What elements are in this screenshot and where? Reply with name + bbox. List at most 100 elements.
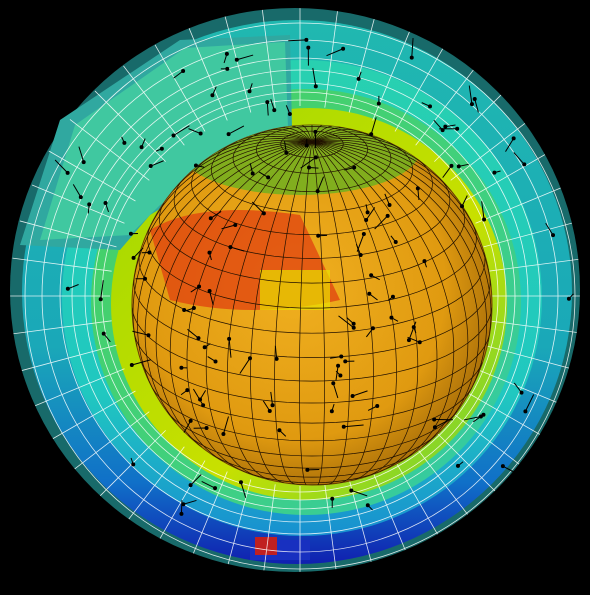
vector-head	[511, 136, 516, 141]
vector-head	[367, 291, 372, 296]
vector	[131, 359, 151, 366]
vector-head	[272, 108, 277, 113]
vector-head	[472, 96, 477, 101]
vector	[335, 365, 339, 381]
mesh-spoke	[94, 90, 166, 162]
grid-curve	[311, 139, 451, 191]
vector-head	[202, 345, 207, 350]
vector	[236, 54, 254, 61]
vector	[474, 98, 479, 113]
vector-head	[207, 289, 212, 294]
mesh-spoke	[464, 390, 552, 442]
grid-curve	[191, 158, 433, 236]
vector	[326, 48, 344, 57]
grid-curve	[290, 483, 334, 485]
vector-head	[432, 425, 437, 430]
vector-head	[330, 496, 335, 501]
vector-head	[481, 412, 486, 417]
grid-curve	[136, 141, 313, 396]
vector-head	[65, 170, 70, 175]
vector-head	[523, 409, 528, 414]
grid-curve	[133, 279, 491, 358]
grid-curve	[211, 454, 413, 478]
vector-head	[313, 155, 318, 160]
vector-head	[103, 201, 108, 206]
vector-head	[519, 390, 524, 395]
grid-curve	[311, 141, 419, 478]
vector-head	[227, 336, 232, 341]
vector-head	[422, 259, 427, 264]
mesh-spoke	[372, 471, 412, 565]
grid-curve	[169, 141, 313, 462]
vector-head	[284, 150, 289, 155]
grid-curve	[147, 226, 477, 309]
mesh-spoke	[224, 479, 252, 572]
vector	[411, 38, 414, 58]
vector-head	[247, 356, 252, 361]
vector	[365, 207, 376, 221]
vector-head	[365, 210, 370, 215]
vector-head	[492, 170, 497, 175]
vector-head	[98, 297, 103, 302]
vector-head	[213, 486, 218, 491]
vector-head	[331, 381, 336, 386]
mesh-spoke	[488, 320, 580, 335]
vector-head	[78, 195, 83, 200]
vector	[270, 391, 274, 406]
vector	[343, 424, 364, 428]
mesh-spoke	[415, 446, 477, 527]
vector-head	[196, 336, 201, 341]
vector-head	[224, 51, 229, 56]
vector-head	[179, 511, 184, 516]
vector-head	[313, 129, 318, 134]
vector-head	[129, 362, 134, 367]
vector-head	[234, 57, 239, 62]
mesh-spoke	[19, 344, 117, 372]
mesh-spoke	[475, 184, 569, 224]
vector-head	[417, 340, 422, 345]
vector-head	[101, 331, 106, 336]
vector-head	[122, 140, 127, 145]
vector	[222, 416, 229, 435]
vector-head	[261, 211, 266, 216]
vector-head	[146, 333, 151, 338]
vector-head	[329, 409, 334, 414]
vector-head	[250, 171, 255, 176]
vector-head	[456, 164, 461, 169]
grid-curve	[311, 141, 488, 396]
mesh-spoke	[94, 430, 166, 502]
vector-head	[233, 223, 238, 228]
vector	[374, 215, 389, 230]
vector	[262, 400, 271, 412]
vector	[468, 85, 473, 105]
mesh-spoke	[19, 220, 117, 248]
grid-curve	[311, 141, 397, 481]
vector-head	[336, 363, 341, 368]
grid-curve	[254, 131, 313, 143]
mesh-spoke	[434, 430, 506, 502]
mesh-spoke	[69, 119, 150, 181]
vector-head	[197, 284, 202, 289]
grid-curve	[274, 141, 313, 485]
mesh-spoke	[394, 460, 446, 548]
grid-curve	[211, 140, 413, 213]
vector-head	[500, 464, 505, 469]
mesh-spoke	[261, 8, 276, 108]
vector-head	[226, 132, 231, 137]
vector-head	[415, 186, 420, 191]
mesh-spoke	[154, 460, 206, 548]
vector-head	[270, 403, 275, 408]
grid-curve	[311, 131, 370, 143]
grid-curve	[311, 141, 350, 485]
vector	[352, 390, 368, 397]
vector	[351, 489, 368, 497]
vector-head	[307, 165, 312, 170]
vector	[370, 117, 377, 135]
grid-curve	[238, 133, 313, 143]
vector-head	[304, 37, 309, 42]
vector-head	[247, 89, 252, 94]
vector-head	[352, 165, 357, 170]
vector	[221, 224, 236, 230]
vector	[338, 315, 355, 329]
vector	[434, 419, 450, 428]
